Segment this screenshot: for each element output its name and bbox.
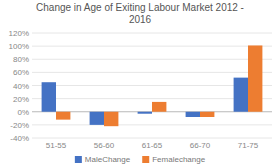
x-tick-label: 66-70 (190, 141, 211, 150)
legend-item: Femalechange (142, 155, 205, 164)
legend: MaleChange Femalechange (75, 155, 206, 164)
bar (138, 112, 152, 114)
bar (42, 82, 56, 112)
y-tick-label: 120% (9, 29, 29, 38)
bar (56, 112, 70, 120)
legend-item: MaleChange (75, 155, 131, 164)
bar (200, 112, 214, 117)
grid-line (32, 33, 272, 34)
x-tick-label: 71-75 (238, 141, 259, 150)
y-tick-label: 100% (9, 42, 29, 51)
x-tick-label: 56-60 (94, 141, 115, 150)
y-tick-label: 80% (13, 55, 29, 64)
y-tick-label: 40% (13, 82, 29, 91)
legend-swatch (75, 156, 82, 163)
grid-line (32, 46, 272, 47)
x-tick-label: 61-65 (142, 141, 163, 150)
grid-line (32, 124, 272, 125)
grid-line (32, 138, 272, 139)
grid-line (32, 72, 272, 73)
y-tick-label: -20% (10, 121, 29, 130)
bar (234, 78, 248, 112)
bars (42, 45, 263, 126)
grid-line (32, 59, 272, 60)
bar (248, 45, 262, 111)
chart: Change in Age of Exiting Labour Market 2… (0, 0, 280, 168)
legend-label: MaleChange (85, 155, 131, 164)
bar (90, 112, 104, 125)
y-tick-label: 20% (13, 95, 29, 104)
y-tick-label: -40% (10, 134, 29, 143)
bar (186, 112, 200, 117)
legend-label: Femalechange (152, 155, 205, 164)
title: Change in Age of Exiting Labour Market 2… (36, 2, 244, 25)
bar (104, 112, 118, 126)
x-tick-label: 51-55 (46, 141, 67, 150)
legend-swatch (142, 156, 149, 163)
y-tick-label: 0% (17, 108, 29, 117)
y-tick-label: 60% (13, 68, 29, 77)
bar (152, 102, 166, 112)
grid (32, 33, 272, 138)
